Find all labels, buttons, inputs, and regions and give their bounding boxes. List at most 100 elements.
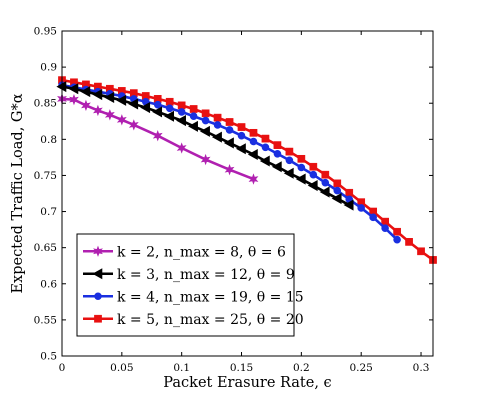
legend-entry-3: k = 4, n_max = 19, θ = 15 [83,289,304,305]
series-4-line [61,78,434,261]
series-2-point-20 [283,167,294,179]
series-2-point-22 [307,180,318,192]
series-4-point-11 [177,101,186,110]
series-2-point-24 [331,193,342,205]
series-2-point-5 [104,91,115,103]
y-tick-label-0-5: 0.5 [40,351,57,363]
legend-label-1: k = 2, n_max = 8, θ = 6 [117,244,286,260]
series-4 [58,76,437,264]
series-3-point-9 [153,100,162,109]
series-1-point-3 [81,99,91,112]
series-4-point-10 [165,97,174,106]
series-layer [56,76,437,264]
series-3-point-15 [225,126,234,134]
x-tick-label-0: 0 [59,362,66,374]
series-3-point-16 [237,131,246,140]
series-1-point-4 [93,104,103,117]
series-3-point-12 [189,112,198,121]
series-3 [58,81,401,244]
series-3-point-28 [381,224,389,232]
series-4-point-17 [249,128,258,137]
series-3-point-11 [177,108,186,116]
series-2 [56,81,354,211]
series-2-point-7 [128,98,139,110]
series-4-point-30 [405,238,413,246]
y-tick-label-0-95: 0.95 [34,26,57,38]
y-tick-label-0-55: 0.55 [34,314,57,326]
series-4-point-15 [225,118,234,126]
x-tick-label-0-05: 0.05 [110,362,133,374]
series-2-line [61,85,350,207]
x-tick-label-0-3: 0.3 [413,362,430,374]
series-3-point-13 [201,116,210,125]
series-3-point-29 [393,235,401,244]
legend-label-4: k = 5, n_max = 25, θ = 20 [117,312,304,328]
series-3-point-23 [321,178,330,187]
plot-frame [61,30,434,357]
series-1-point-10 [200,153,211,166]
series-4-point-20 [285,147,294,156]
series-2-point-18 [259,155,270,167]
x-tick-label-0-2: 0.2 [293,362,310,374]
series-3-point-20 [285,156,294,165]
legend-entry-2: k = 3, n_max = 12, θ = 9 [83,267,295,283]
y-tick-label-0-75: 0.75 [34,170,57,182]
series-3-point-24 [333,186,342,195]
series-2-point-17 [247,148,258,161]
legend-entry-4: k = 5, n_max = 25, θ = 20 [83,312,304,328]
y-tick-label-0-65: 0.65 [34,242,57,254]
series-2-point-25 [343,199,354,211]
series-2-point-8 [140,102,151,114]
series-3-point-26 [357,204,365,212]
legend-marker-4 [94,314,102,323]
x-axis-label: Packet Erasure Rate, ϵ [163,375,331,391]
series-1-point-11 [224,164,235,176]
series-4-point-22 [309,162,318,171]
legend-label-2: k = 3, n_max = 12, θ = 9 [117,267,295,283]
series-1-point-12 [248,173,259,185]
series-4-point-19 [273,141,282,149]
legend-marker-1 [93,245,103,257]
series-4-point-18 [261,134,270,143]
series-2-point-3 [80,86,91,98]
series-1-point-5 [104,109,115,121]
series-3-point-18 [261,143,270,152]
series-4-point-14 [213,113,222,122]
series-4-point-13 [201,109,210,118]
series-4-point-16 [237,123,246,131]
series-2-point-4 [92,89,103,101]
series-1-point-8 [152,130,163,142]
series-4-point-21 [297,154,306,163]
legend: k = 2, n_max = 8, θ = 6 k = 3, n_max = 12… [76,233,304,337]
series-1-point-9 [176,142,187,154]
series-2-point-10 [164,110,175,122]
y-tick-label-0-9: 0.9 [40,62,57,74]
series-1-point-6 [116,114,127,126]
legend-box [76,233,295,337]
series-3-point-22 [309,170,318,179]
series-2-point-12 [188,120,198,132]
y-axis-label: Expected Traffic Load, G*α [10,93,26,293]
y-axis-ticks: 0.5 0.55 0.6 0.65 0.7 0.75 0.8 0.85 0.9 0.95 [34,26,433,363]
series-4-point-29 [393,227,401,236]
series-2-point-11 [176,115,186,127]
series-4-point-31 [417,247,425,256]
y-tick-label-0-8: 0.8 [40,134,57,146]
y-tick-label-0-7: 0.7 [40,206,57,218]
legend-marker-2 [92,268,103,280]
series-2-point-16 [235,143,246,155]
series-3-point-17 [249,137,258,146]
series-2-point-6 [116,94,127,106]
series-3-point-21 [297,163,306,172]
series-1-point-7 [128,119,139,131]
x-tick-label-0-25: 0.25 [349,362,372,374]
series-3-line [61,83,399,241]
series-3-point-19 [273,149,282,158]
legend-entry-1: k = 2, n_max = 8, θ = 6 [83,244,286,260]
series-1-point-2 [69,93,79,106]
series-2-point-23 [319,186,330,198]
x-tick-label-0-1: 0.1 [173,362,190,374]
x-axis-ticks: 0 0.05 0.1 0.15 0.2 0.25 0.3 [59,31,430,374]
series-4-point-25 [345,188,354,197]
